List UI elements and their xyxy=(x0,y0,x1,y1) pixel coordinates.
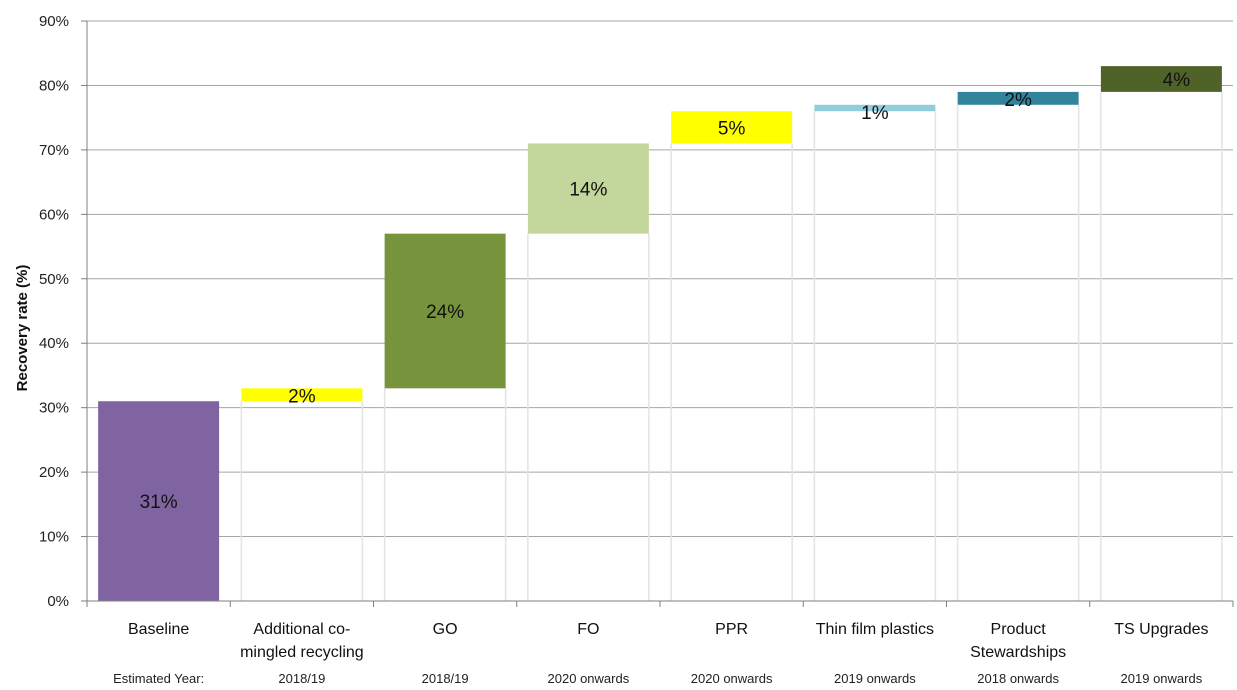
data-label: 1% xyxy=(861,103,889,124)
x-category-label: Baseline xyxy=(128,621,189,638)
estimated-year-value: 2018/19 xyxy=(278,671,325,686)
estimated-year-value: 2020 onwards xyxy=(691,671,773,686)
x-category-label: Thin film plastics xyxy=(816,621,934,638)
x-category-label: FO xyxy=(577,621,599,638)
estimated-year-label: Estimated Year: xyxy=(113,671,204,686)
y-tick-label: 30% xyxy=(39,400,69,417)
bar xyxy=(1100,66,1222,92)
y-tick-label: 90% xyxy=(39,13,69,30)
gridlines xyxy=(87,20,1233,538)
x-category-label: Product Stewardships xyxy=(970,621,1066,661)
y-tick-label: 50% xyxy=(39,271,69,288)
y-axis-title: Recovery rate (%) xyxy=(14,265,31,392)
bar xyxy=(98,401,220,601)
y-tick-label: 10% xyxy=(39,529,69,546)
x-category-label: PPR xyxy=(715,621,748,638)
bar xyxy=(957,91,1079,105)
data-label: 14% xyxy=(569,180,607,201)
bar xyxy=(527,143,649,234)
data-label: 5% xyxy=(718,118,746,139)
bar xyxy=(814,104,936,112)
bar xyxy=(384,233,506,389)
y-tick-label: 20% xyxy=(39,464,69,481)
y-tick-label: 70% xyxy=(39,142,69,159)
estimated-year-value: 2019 onwards xyxy=(834,671,916,686)
estimated-year-value: 2018/19 xyxy=(422,671,469,686)
estimated-year-value: 2020 onwards xyxy=(548,671,630,686)
x-category-label: TS Upgrades xyxy=(1114,621,1208,638)
estimated-year-value: 2018 onwards xyxy=(977,671,1059,686)
connector-lines xyxy=(240,91,1223,601)
x-category-label: Additional co-mingled recycling xyxy=(240,621,364,661)
bar xyxy=(671,111,793,144)
y-tick-label: 80% xyxy=(39,77,69,94)
bars: 31% 2% 24% 14% 5% 1% 2% 4% xyxy=(98,66,1222,601)
y-tick-labels: 0% 10% 20% 30% 40% 50% 60% 70% 80% 90% xyxy=(39,13,69,610)
data-label: 24% xyxy=(426,302,464,323)
x-category-label: GO xyxy=(433,621,458,638)
axes xyxy=(81,20,1234,607)
bar xyxy=(241,388,363,402)
data-label: 2% xyxy=(288,386,316,407)
y-tick-label: 40% xyxy=(39,335,69,352)
data-label: 31% xyxy=(140,492,178,513)
y-tick-label: 60% xyxy=(39,206,69,223)
estimated-year-value: 2019 onwards xyxy=(1121,671,1203,686)
data-label: 2% xyxy=(1004,90,1032,111)
y-tick-label: 0% xyxy=(47,593,69,610)
x-category-labels: Baseline Additional co-mingled recycling G… xyxy=(128,621,1209,661)
estimated-year-row: Estimated Year: 2018/19 2018/19 2020 onward… xyxy=(113,671,1203,686)
data-label: 4% xyxy=(1163,70,1191,91)
